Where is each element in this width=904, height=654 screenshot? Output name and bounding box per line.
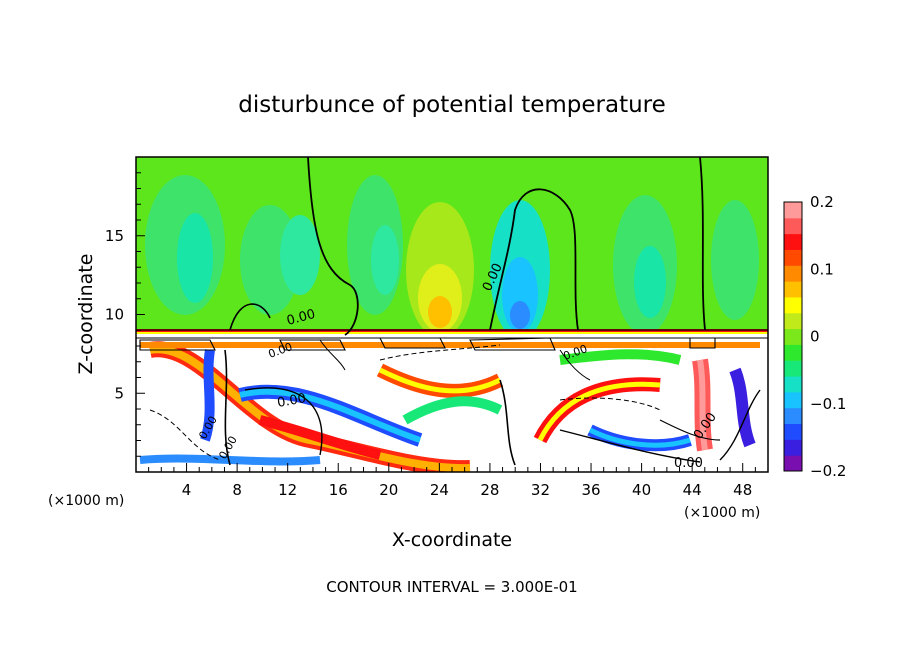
y-axis: 5 10 15 (105, 172, 145, 457)
colorbar-segment (784, 312, 802, 330)
x-tick-label: 4 (182, 481, 192, 499)
contour-lines (136, 157, 768, 466)
colorbar (783, 201, 803, 472)
colorbar-segment (784, 344, 802, 361)
x-tick-label: 44 (683, 481, 702, 499)
x-tick-label: 48 (733, 481, 752, 499)
colorbar-segment (784, 360, 802, 377)
x-tick-label: 12 (278, 481, 297, 499)
colorbar-segment (784, 391, 802, 409)
y-tick-label: 5 (114, 384, 124, 402)
chart-title: disturbunce of potential temperature (238, 92, 666, 118)
plot-area: 0.00 0.00 0.00 0.00 0.00 0.00 0.00 0.00 … (136, 157, 768, 472)
colorbar-segment (784, 202, 802, 219)
colorbar-tick-label: −0.1 (810, 395, 846, 413)
colorbar-ticks: 0.2 0.1 0 −0.1 −0.2 (810, 193, 846, 480)
x-axis: 4 8 12 16 20 24 28 32 36 40 44 48 (148, 463, 756, 499)
lower-field (136, 331, 768, 472)
colorbar-tick-label: 0.2 (810, 193, 834, 211)
colorbar-segment (784, 296, 802, 314)
colorbar-segment (784, 217, 802, 235)
colorbar-segment (784, 455, 802, 472)
contour-interval-note: CONTOUR INTERVAL = 3.000E-01 (326, 578, 577, 596)
x-tick-label: 20 (379, 481, 398, 499)
colorbar-segment (784, 423, 802, 440)
x-tick-label: 28 (480, 481, 499, 499)
colorbar-tick-label: 0 (810, 328, 820, 346)
colorbar-segment (784, 376, 802, 393)
colorbar-segment (784, 249, 802, 266)
contour-label: 0.00 (285, 307, 317, 329)
upper-field-features (145, 175, 759, 340)
x-axis-unit-right: (×1000 m) (684, 505, 760, 521)
colorbar-tick-label: −0.2 (810, 462, 846, 480)
x-tick-label: 32 (531, 481, 550, 499)
x-tick-label: 16 (329, 481, 348, 499)
colorbar-segment (784, 281, 802, 298)
colorbar-segment (784, 439, 802, 456)
x-tick-label: 40 (632, 481, 651, 499)
colorbar-segment (784, 265, 802, 282)
colorbar-segment (784, 328, 802, 345)
x-axis-label: X-coordinate (392, 529, 512, 551)
x-tick-label: 36 (581, 481, 600, 499)
y-axis-label: Z-coordinate (75, 254, 97, 375)
x-tick-label: 24 (430, 481, 449, 499)
x-tick-label: 8 (232, 481, 242, 499)
contour-label: 0.00 (276, 391, 307, 411)
contour-label: 0.00 (674, 456, 703, 471)
colorbar-frame (783, 201, 803, 472)
y-tick-label: 15 (105, 227, 124, 245)
x-axis-unit-left: (×1000 m) (48, 493, 124, 509)
colorbar-segment (784, 233, 802, 250)
colorbar-tick-label: 0.1 (810, 260, 834, 278)
y-tick-label: 10 (105, 306, 124, 324)
colorbar-segment (784, 407, 802, 425)
